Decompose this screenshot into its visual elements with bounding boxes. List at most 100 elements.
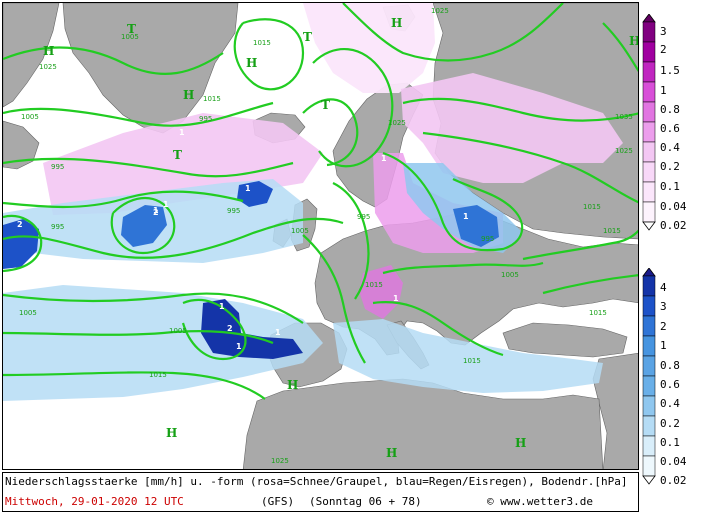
isobar-label: 1015 — [365, 281, 383, 289]
isobar-label: 1025 — [615, 147, 633, 155]
rain-legend-tick: 0.04 — [660, 455, 687, 468]
isobar-line — [302, 98, 359, 167]
precip-value: 1 — [381, 154, 387, 163]
copyright-link[interactable]: © www.wetter3.de — [487, 495, 593, 508]
snow-legend-segment — [642, 141, 656, 163]
isobar-line — [3, 330, 274, 345]
isobar-line — [422, 131, 638, 204]
snow-legend-segment — [642, 61, 656, 83]
isobar-label: 1025 — [388, 119, 406, 127]
precip-value: 1 — [393, 294, 399, 303]
model-name: (GFS) — [261, 495, 295, 508]
rain-core-west — [3, 219, 39, 269]
high-pressure-label: H — [391, 16, 402, 30]
map-footer: Niederschlagsstaerke [mm/h] u. -form (ro… — [2, 472, 639, 512]
isobar-label: 1015 — [149, 371, 167, 379]
rain-legend-segment — [642, 455, 656, 477]
snow-legend-segment — [642, 161, 656, 183]
isobar-line — [3, 101, 274, 127]
snow-legend-tick: 1.5 — [660, 64, 680, 77]
weather-map: 1005 1015 1025 1025 995 1005 1015 995 99… — [2, 2, 639, 470]
isobar-line — [3, 190, 244, 209]
isobar-line — [302, 234, 366, 364]
isobar-label: 1015 — [253, 39, 271, 47]
isobar-label: 1005 — [19, 309, 37, 317]
snow-legend-tick: 0.1 — [660, 180, 680, 193]
isobar-label: 1005 — [121, 33, 139, 41]
high-pressure-label: H — [287, 378, 298, 392]
high-pressure-label: H — [246, 56, 257, 70]
snow-legend-segment — [642, 181, 656, 203]
north-america-west — [3, 120, 40, 170]
precip-value: 1 — [163, 200, 169, 209]
rain-area-mediterranean — [333, 319, 603, 393]
isobar-line — [382, 261, 544, 275]
snow-area-alps — [359, 265, 403, 319]
isobar-label: 1005 — [21, 113, 39, 121]
isobar-label: 1015 — [463, 357, 481, 365]
isobar-line — [3, 217, 344, 259]
isobar-label: 1035 — [615, 113, 633, 121]
high-pressure-label: H — [629, 34, 639, 48]
rain-core-iceland — [237, 181, 273, 207]
high-pressure-label: H — [183, 88, 194, 102]
snow-legend-segment — [642, 81, 656, 103]
isobar-line — [110, 197, 176, 255]
low-pressure-label: T — [127, 22, 136, 36]
rain-legend-segment — [642, 415, 656, 437]
isobar-line — [3, 46, 224, 75]
rain-area-atlantic-south — [3, 285, 323, 401]
high-pressure-label: H — [386, 446, 397, 460]
precip-value: 1 — [219, 302, 225, 311]
snow-legend-tick: 0.2 — [660, 160, 680, 173]
low-pressure-label: T — [173, 148, 182, 162]
snow-legend-tick: 1 — [660, 84, 667, 97]
rain-legend-top-arrow — [642, 268, 656, 277]
rain-legend-segment — [642, 275, 656, 297]
isobar-line — [342, 3, 564, 62]
rain-legend-bottom-arrow — [642, 475, 656, 485]
weather-map-svg: 1005 1015 1025 1025 995 1005 1015 995 99… — [3, 3, 639, 469]
snow-legend-tick: 3 — [660, 25, 667, 38]
isobar-line — [3, 371, 266, 400]
rain-legend-segment — [642, 315, 656, 337]
rain-legend-segment — [642, 435, 656, 457]
isobar-label: 1025 — [431, 7, 449, 15]
rain-legend-tick: 4 — [660, 281, 667, 294]
isobar-line — [181, 298, 247, 361]
precip-value: 1 — [463, 212, 469, 221]
snow-legend-segment — [642, 21, 656, 43]
isobar-line — [602, 22, 638, 72]
high-pressure-label: H — [515, 436, 526, 450]
precip-value: 2 — [17, 220, 23, 229]
snow-legend-segment — [642, 121, 656, 143]
isobar-line — [3, 292, 304, 324]
high-pressure-label: H — [166, 426, 177, 440]
precip-value: 1 — [153, 206, 159, 215]
rain-legend-bar — [642, 268, 656, 485]
snow-legend-tick: 0.8 — [660, 103, 680, 116]
isobar-label: 1015 — [589, 309, 607, 317]
model-run: (Sonntag 06 + 78) — [309, 495, 422, 508]
isobar-labels: 1005 1015 1025 1025 995 1005 1015 995 99… — [19, 7, 633, 465]
rain-core-azores — [201, 299, 303, 359]
isobar-label: 1005 — [291, 227, 309, 235]
scandinavia — [332, 82, 424, 208]
snow-legend-bottom-arrow — [642, 221, 656, 231]
snow-legend-segment — [642, 41, 656, 63]
valid-date: Mittwoch, 29-01-2020 12 UTC — [5, 495, 184, 508]
rain-legend-tick: 0.6 — [660, 378, 680, 391]
precip-value-labels: 1 2 1 1 1 2 1 1 1 1 1 2 1 — [17, 128, 469, 351]
rain-legend-segment — [642, 295, 656, 317]
rain-legend: 4 3 2 1 0.8 0.6 0.4 0.2 0.1 0.04 0.02 — [640, 268, 704, 490]
rain-core-poland — [453, 205, 499, 247]
snow-legend-bar — [642, 14, 656, 231]
snow-legend-tick: 0.04 — [660, 200, 687, 213]
africa-north — [242, 378, 604, 469]
isobar-line — [542, 274, 638, 295]
snow-legend-segment — [642, 201, 656, 223]
isobar-line — [233, 18, 305, 91]
precip-value: 1 — [245, 184, 251, 193]
rain-legend-segment — [642, 395, 656, 417]
map-description: Niederschlagsstaerke [mm/h] u. -form (ro… — [5, 475, 628, 488]
